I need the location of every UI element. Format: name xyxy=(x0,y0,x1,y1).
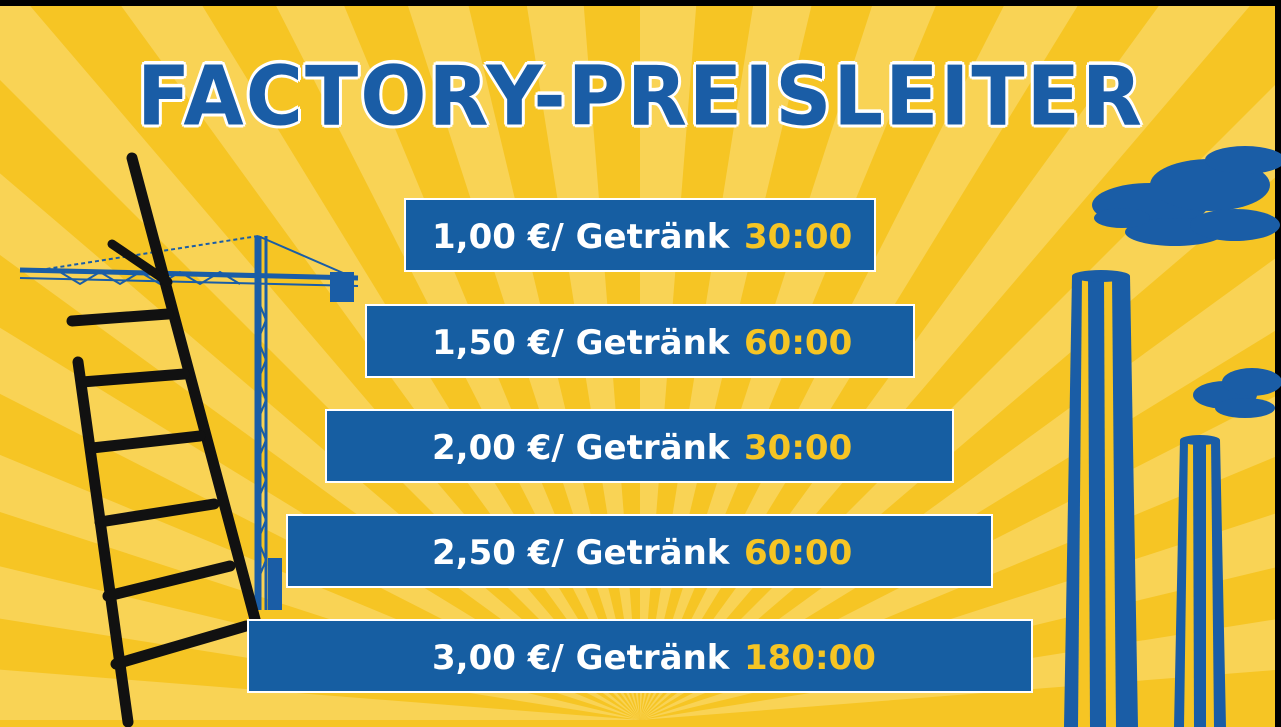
tier-price: 2,50 €/ Getränk xyxy=(432,533,730,573)
tier-time: 60:00 xyxy=(744,533,853,573)
tier-price: 2,00 €/ Getränk xyxy=(432,428,730,468)
tier-time: 60:00 xyxy=(744,323,853,363)
price-tier-5: 3,00 €/ Getränk 180:00 xyxy=(247,619,1033,693)
tier-price: 1,00 €/ Getränk xyxy=(432,217,730,257)
tier-price: 3,00 €/ Getränk xyxy=(432,638,730,678)
crane-icon xyxy=(19,235,359,610)
price-tier-4: 2,50 €/ Getränk 60:00 xyxy=(286,514,993,588)
smokestack-icon xyxy=(1064,270,1226,727)
sunburst-ray xyxy=(0,669,640,720)
price-tier-2: 1,50 €/ Getränk 60:00 xyxy=(365,304,915,378)
tier-time: 30:00 xyxy=(744,428,853,468)
top-border xyxy=(0,0,1281,6)
tier-time: 30:00 xyxy=(744,217,853,257)
right-border xyxy=(1275,0,1281,727)
tier-time: 180:00 xyxy=(744,638,876,678)
smoke-cloud-icon xyxy=(1092,146,1281,418)
ladder-icon xyxy=(66,152,274,727)
page-title: FACTORY-PREISLEITER xyxy=(137,49,1144,145)
tier-price: 1,50 €/ Getränk xyxy=(432,323,730,363)
price-tier-3: 2,00 €/ Getränk 30:00 xyxy=(325,409,954,483)
price-tier-1: 1,00 €/ Getränk 30:00 xyxy=(404,198,876,272)
sunburst-ray xyxy=(273,0,640,720)
